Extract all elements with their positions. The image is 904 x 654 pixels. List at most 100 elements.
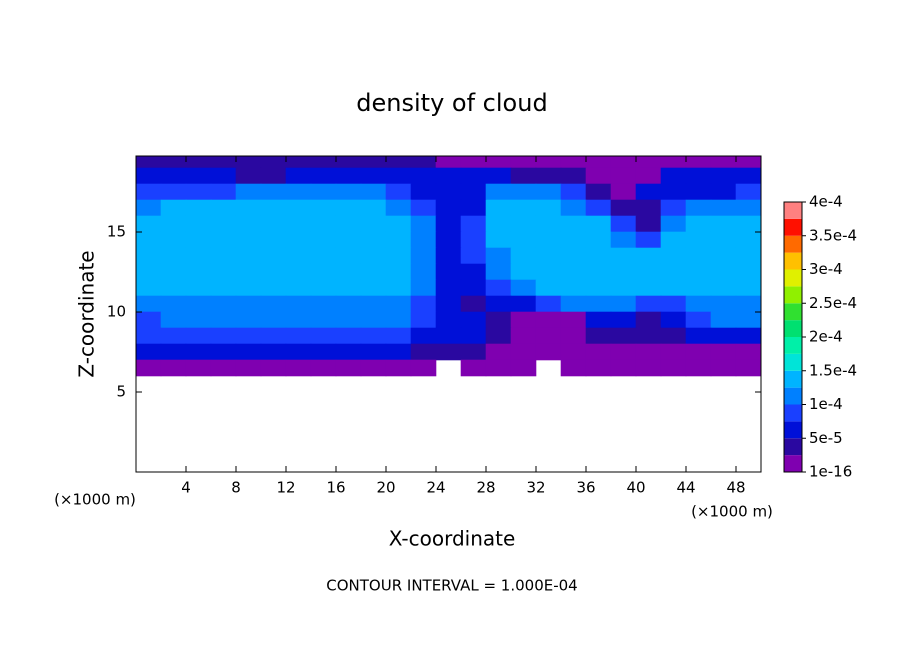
field-cell [410,327,437,345]
field-cell [260,199,287,217]
field-cell [435,156,462,169]
field-cell [385,199,412,217]
field-cell [735,327,761,345]
field-cell [460,215,487,233]
field-cell [510,167,537,185]
field-cell [260,359,287,377]
field-cell [610,167,637,185]
field-cell [360,167,387,185]
field-cell [185,183,212,201]
field-cell [585,327,612,345]
field-cell [136,263,162,281]
x-tick-label: 16 [326,479,345,497]
field-cell [535,295,562,313]
field-cell [685,156,712,169]
field-cell [136,199,162,217]
field-cell [735,167,761,185]
field-cell [136,156,162,169]
field-cell [535,199,562,217]
field-cell [485,156,512,169]
field-cell [360,156,387,169]
field-cell [735,295,761,313]
field-cell [560,327,587,345]
field-cell [535,279,562,297]
field-cell [410,311,437,329]
field-cell [460,311,487,329]
field-cell [485,279,512,297]
field-cell [560,279,587,297]
field-cell [260,327,287,345]
field-cell [185,167,212,185]
field-cell [310,295,337,313]
field-cell [585,263,612,281]
field-cell [210,279,237,297]
field-cell [435,263,462,281]
field-cell [260,295,287,313]
field-cell [210,359,237,377]
field-cell [710,247,737,265]
field-cell [385,247,412,265]
x-tick-label: 12 [276,479,295,497]
field-cell [335,183,362,201]
x-tick-label: 32 [526,479,545,497]
field-cell [685,167,712,185]
field-cell [410,247,437,265]
plot-frame [135,155,762,473]
field-cell [285,311,312,329]
field-cell [235,247,262,265]
field-cell [335,215,362,233]
field-cell [360,199,387,217]
field-cell [160,199,187,217]
colorbar-band [784,320,802,337]
field-cell [136,215,162,233]
field-cell [385,183,412,201]
x-tick-label: 48 [726,479,745,497]
field-cell [360,359,387,377]
field-cell [335,167,362,185]
field-cell [160,231,187,249]
field-cell [560,359,587,377]
field-cell [510,199,537,217]
field-cell [160,279,187,297]
field-cell [210,183,237,201]
field-cell [185,311,212,329]
field-cell [285,279,312,297]
field-cell [510,279,537,297]
field-cell [210,231,237,249]
field-cell [160,247,187,265]
field-cell [260,231,287,249]
field [136,156,761,377]
field-cell [585,156,612,169]
field-cell [185,215,212,233]
field-cell [210,311,237,329]
field-cell [185,295,212,313]
field-cell [635,156,662,169]
field-cell [310,215,337,233]
field-cell [235,343,262,361]
field-cell [660,359,687,377]
field-cell [660,343,687,361]
field-cell [485,311,512,329]
field-cell [260,311,287,329]
field-cell [260,343,287,361]
field-cell [310,311,337,329]
field-cell [685,215,712,233]
field-cell [485,359,512,377]
field-cell [485,263,512,281]
field-cell [460,343,487,361]
field-cell [385,327,412,345]
colorbar-band [784,404,802,422]
field-cell [160,156,187,169]
field-cell [285,247,312,265]
field-cell [460,295,487,313]
field-cell [160,183,187,201]
field-cell [510,183,537,201]
field-cell [660,279,687,297]
field-cell [235,183,262,201]
field-cell [685,247,712,265]
field-cell [385,343,412,361]
field-cell [136,343,162,361]
field-cell [310,231,337,249]
colorbar-label: 2e-4 [809,328,843,346]
field-cell [310,343,337,361]
